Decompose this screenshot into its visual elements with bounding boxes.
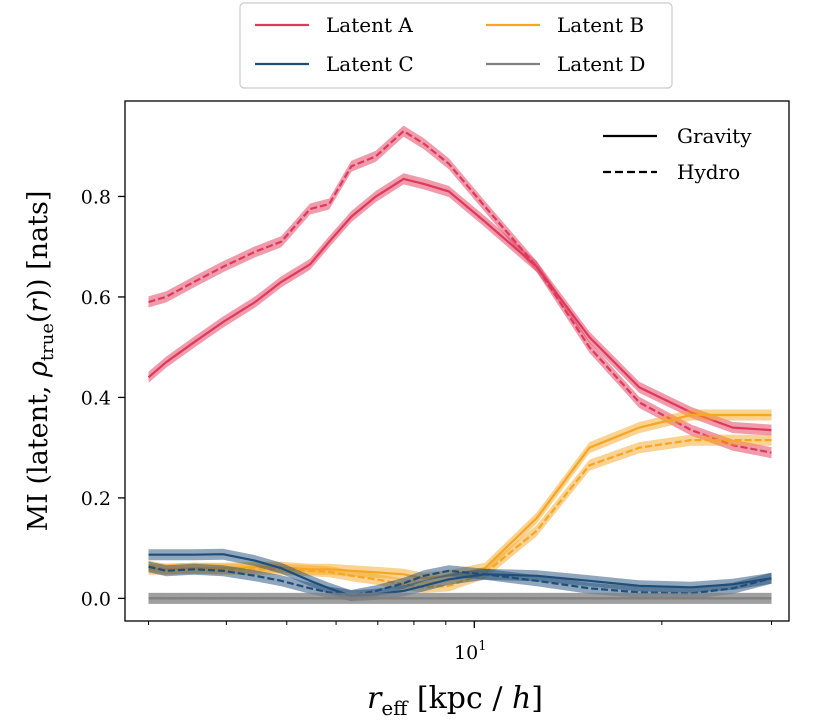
y-tick-label: 0.0 bbox=[81, 588, 111, 610]
latent-a-gravity-line bbox=[147, 177, 772, 432]
x-axis-title: reff [kpc / h] bbox=[367, 681, 543, 720]
x-tick-label: 101 bbox=[454, 639, 486, 664]
legend-label: Latent A bbox=[326, 13, 413, 37]
y-tick-label: 0.2 bbox=[81, 488, 111, 510]
latent-a-gravity-band bbox=[148, 173, 772, 436]
y-tick-label: 0.6 bbox=[81, 287, 111, 309]
style-legend-hydro-label: Hydro bbox=[677, 160, 740, 184]
axes-frame bbox=[124, 100, 790, 622]
y-axis-title: MI (latent, ρtrue(r)) [nats] bbox=[23, 191, 58, 532]
plot-area: 0.0 0.2 0.4 0.6 0.8 101 bbox=[81, 100, 790, 664]
latent-c-gravity-line bbox=[148, 553, 772, 597]
legend-label: Latent D bbox=[557, 52, 645, 76]
latent-c-hydro-line bbox=[148, 565, 772, 597]
legend-label: Latent C bbox=[326, 52, 414, 76]
style-legend-gravity-label: Gravity bbox=[677, 124, 752, 148]
top-legend-frame bbox=[239, 2, 673, 89]
legend-label: Latent B bbox=[557, 13, 644, 37]
series-layer bbox=[147, 125, 772, 604]
style-legend: Gravity Hydro bbox=[603, 124, 752, 184]
latent-a-hydro-line bbox=[148, 130, 772, 454]
y-tick-label: 0.8 bbox=[81, 186, 111, 208]
top-legend: Latent A Latent B Latent C Latent D bbox=[239, 2, 673, 89]
y-tick-label: 0.4 bbox=[81, 387, 111, 409]
